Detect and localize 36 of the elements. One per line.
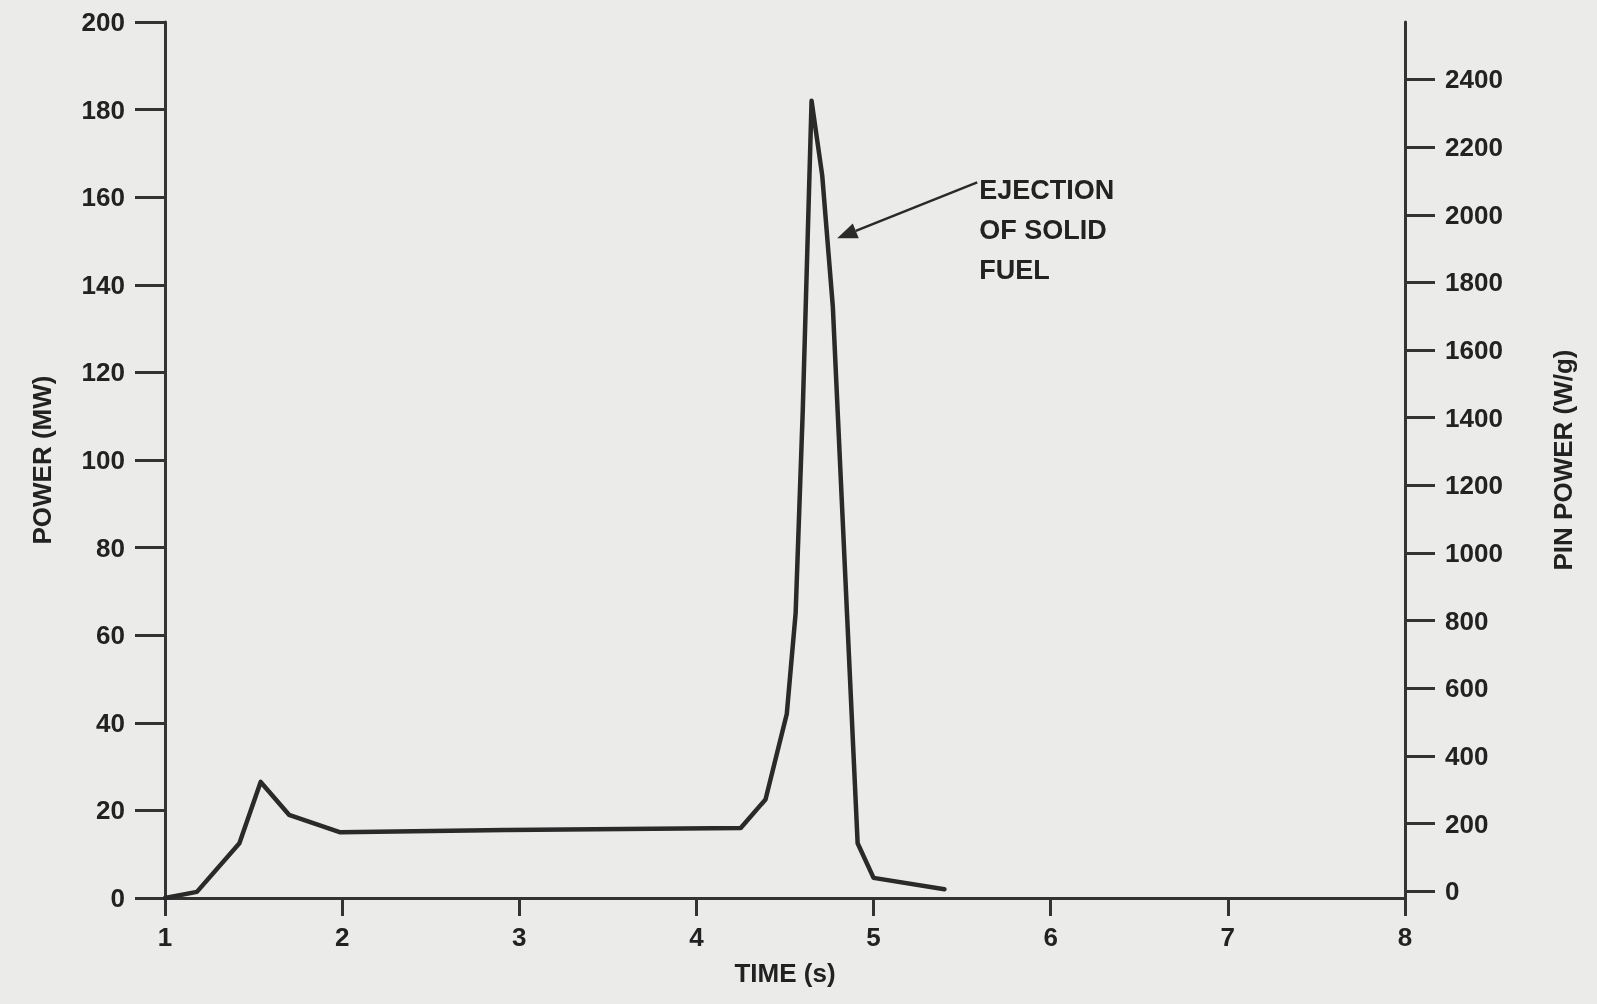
y-tick-label: 160 (81, 182, 125, 213)
y-tick-label: 0 (110, 883, 125, 913)
y-tick-label: 40 (96, 707, 125, 738)
y2-tick-label: 200 (1445, 808, 1489, 839)
y2-tick-label: 0 (1445, 876, 1460, 907)
y-tick-label: 60 (96, 620, 125, 651)
x-tick-label: 5 (866, 922, 881, 952)
y2-tick-label: 400 (1445, 740, 1489, 771)
y2-tick-label: 1600 (1445, 335, 1503, 366)
x-tick-label: 3 (512, 922, 527, 952)
x-tick-label: 7 (1220, 922, 1236, 952)
y2-tick-label: 2000 (1445, 199, 1503, 230)
y2-tick-label: 2200 (1445, 132, 1503, 163)
x-tick-label: 4 (689, 922, 705, 952)
x-tick-label: 6 (1043, 922, 1058, 952)
y-tick-label: 120 (81, 357, 125, 388)
x-tick-label: 2 (334, 922, 350, 952)
y-tick-label: 200 (81, 7, 125, 37)
x-tick-label: 1 (157, 922, 173, 952)
y2-tick-label: 2400 (1445, 64, 1503, 95)
y-tick-label: 180 (81, 94, 125, 125)
y2-tick-label: 1000 (1445, 538, 1503, 569)
annotation: EJECTION OF SOLID FUEL (979, 175, 1122, 286)
x-axis-title: TIME (s) (734, 958, 836, 988)
y2-axis-title: PIN POWER (W/g) (1548, 349, 1578, 571)
y-tick-label: 20 (96, 795, 125, 826)
y-tick-label: 100 (81, 445, 125, 475)
y-tick-label: 140 (81, 269, 125, 300)
y2-tick-label: 1200 (1445, 470, 1503, 501)
y2-tick-label: 600 (1445, 673, 1489, 704)
y2-tick-label: 1800 (1445, 267, 1503, 298)
x-tick-label: 8 (1397, 922, 1413, 952)
y-tick-label: 80 (96, 532, 125, 563)
y-axis-title: POWER (MW) (27, 375, 57, 545)
y2-tick-label: 800 (1445, 605, 1489, 636)
y2-tick-label: 1400 (1445, 402, 1503, 433)
